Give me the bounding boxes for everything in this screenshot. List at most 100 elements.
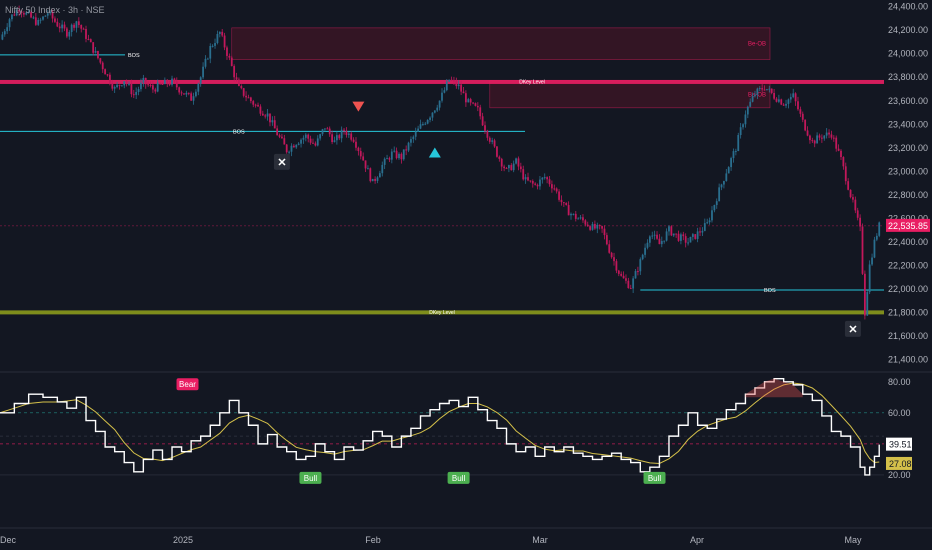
candle-body xyxy=(493,140,496,147)
candle-body xyxy=(718,187,721,202)
y-tick-label: 22,600.00 xyxy=(888,213,928,223)
candle-body xyxy=(398,153,400,159)
candle-body xyxy=(517,158,520,167)
bos-label: BOS xyxy=(233,129,245,135)
candle-body xyxy=(65,28,68,37)
candle-body xyxy=(656,234,658,239)
y-tick-label: 21,800.00 xyxy=(888,307,928,317)
candle-body xyxy=(598,224,601,227)
candle-body xyxy=(687,242,689,244)
candle-body xyxy=(235,77,238,80)
candle-body xyxy=(424,123,427,125)
candle-body xyxy=(214,43,216,46)
candle-body xyxy=(806,130,809,136)
candle-body xyxy=(75,21,78,28)
candle-body xyxy=(175,81,178,88)
close-marker-box xyxy=(844,320,861,337)
candle-body xyxy=(782,104,785,106)
candle-body xyxy=(467,99,470,103)
candle-body xyxy=(443,90,446,93)
candle-body xyxy=(505,168,508,170)
candle-body xyxy=(512,163,515,171)
candle-body xyxy=(104,69,107,75)
candle-body xyxy=(37,20,40,25)
candle-body xyxy=(734,151,737,153)
candle-body xyxy=(312,142,314,144)
candle-body xyxy=(551,184,553,189)
candle-body xyxy=(326,128,329,130)
candle-body xyxy=(331,134,333,143)
candle-body xyxy=(873,239,876,258)
candle-body xyxy=(288,151,290,153)
candle-body xyxy=(245,95,247,98)
candle-body xyxy=(378,173,381,178)
candle-body xyxy=(120,85,123,87)
candle-body xyxy=(570,213,572,216)
candle-body xyxy=(637,271,639,273)
candle-body xyxy=(206,58,209,60)
candle-body xyxy=(699,231,701,233)
key-level-label: DKey Level xyxy=(519,79,545,85)
candle-body xyxy=(780,99,783,105)
candle-body xyxy=(211,45,214,47)
candle-body xyxy=(832,137,835,139)
candle-body xyxy=(694,234,697,239)
x-tick-label: Mar xyxy=(532,535,548,545)
candle-body xyxy=(223,35,226,48)
buy-signal-icon xyxy=(428,147,441,158)
candle-body xyxy=(118,84,121,86)
rsi-value-badge xyxy=(886,437,912,451)
candle-body xyxy=(546,177,549,180)
candle-body xyxy=(448,79,451,82)
candle-body xyxy=(140,82,142,90)
candle-body xyxy=(852,197,854,200)
last-price-label: 22,535.85 xyxy=(888,221,928,231)
candle-body xyxy=(321,129,324,135)
candle-body xyxy=(648,236,651,243)
candle-body xyxy=(22,13,25,15)
candle-body xyxy=(285,144,288,153)
candle-body xyxy=(632,278,635,289)
bos-label: BOS xyxy=(764,288,776,294)
candle-body xyxy=(770,88,773,93)
candle-body xyxy=(658,238,661,245)
candle-body xyxy=(861,226,864,274)
candle-body xyxy=(431,112,434,118)
key-level-line xyxy=(0,310,884,315)
candle-body xyxy=(218,31,221,35)
candle-body xyxy=(691,234,694,237)
candle-body xyxy=(469,99,472,103)
candle-body xyxy=(85,29,87,39)
candle-body xyxy=(381,164,384,174)
candle-body xyxy=(80,24,83,29)
candle-body xyxy=(168,84,171,86)
candle-body xyxy=(859,217,862,227)
candle-body xyxy=(192,96,195,101)
rsi-y-tick-label: 20.00 xyxy=(888,470,911,480)
y-tick-label: 23,200.00 xyxy=(888,143,928,153)
candle-body xyxy=(32,17,35,19)
candle-body xyxy=(828,132,830,135)
candle-body xyxy=(183,93,185,95)
candle-body xyxy=(25,12,28,15)
candle-body xyxy=(567,205,570,216)
candle-body xyxy=(190,93,193,101)
candle-body xyxy=(97,51,99,59)
candle-body xyxy=(708,220,711,223)
candle-body xyxy=(584,220,587,225)
candle-body xyxy=(264,115,267,117)
candle-body xyxy=(70,24,73,32)
candle-body xyxy=(316,138,319,146)
candle-body xyxy=(555,188,558,192)
candle-body xyxy=(758,88,761,90)
candle-body xyxy=(304,134,307,138)
candle-body xyxy=(292,145,295,148)
candle-body xyxy=(417,128,420,132)
candle-body xyxy=(746,106,749,115)
candle-body xyxy=(866,292,869,316)
candle-body xyxy=(844,166,847,182)
candle-body xyxy=(622,275,625,279)
rsi-line xyxy=(0,377,880,476)
candle-body xyxy=(534,183,537,185)
